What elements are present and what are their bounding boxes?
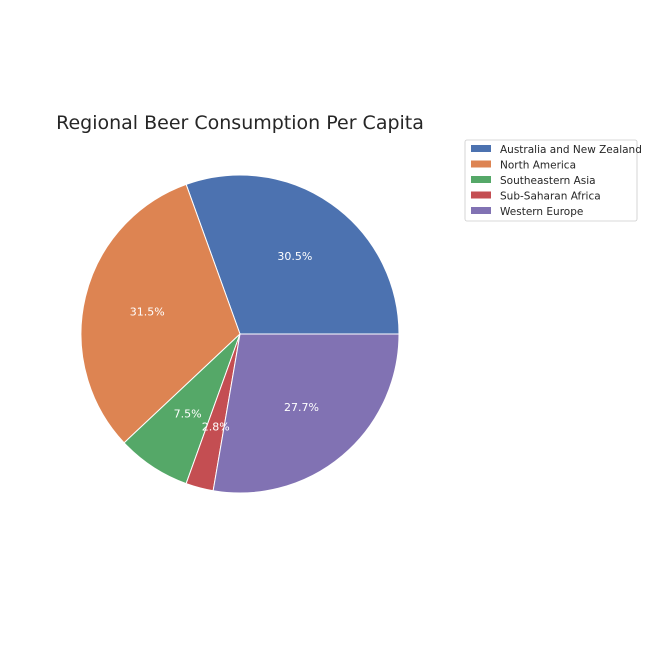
percent-labels: 30.5% 31.5% 7.5%2.8% 27.7% [130, 250, 319, 433]
legend: Australia and New Zealand North America So… [464, 139, 642, 222]
legend-swatch-5 [471, 207, 491, 214]
legend-label-3: Southeastern Asia [500, 175, 596, 187]
legend-swatch-1 [471, 145, 491, 152]
legend-label-5: Western Europe [500, 206, 583, 218]
pie-slice-2 [80, 183, 241, 444]
legend-label-4: Sub-Saharan Africa [500, 191, 601, 203]
legend-swatch-2 [471, 160, 491, 168]
percent-label-1: 30.5% [277, 250, 312, 263]
pie-slice-1 [185, 174, 400, 335]
legend-label-2: North America [500, 160, 576, 172]
percent-label-2: 31.5% [130, 306, 165, 319]
pie-slices [80, 174, 400, 494]
legend-swatch-3 [471, 176, 491, 183]
percent-label-4: 2.8% [202, 420, 230, 433]
legend-swatch-4 [471, 191, 491, 199]
pie-slice-5 [212, 333, 400, 494]
percent-label-3: 7.5% [174, 408, 202, 421]
legend-label-1: Australia and New Zealand [500, 144, 642, 156]
percent-label-5: 27.7% [284, 401, 319, 414]
chart-title: Regional Beer Consumption Per Capita [56, 112, 424, 134]
legend-box [464, 139, 638, 222]
